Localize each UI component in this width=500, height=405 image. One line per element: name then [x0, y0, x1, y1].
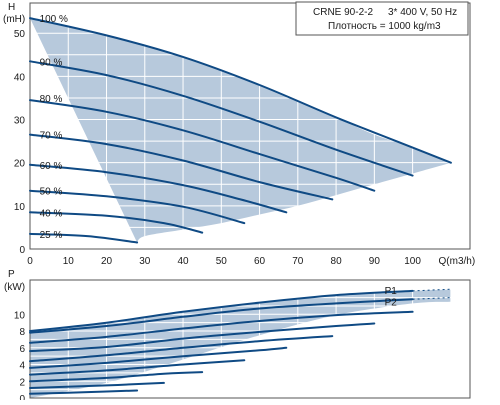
curve-tail-dotted [412, 297, 451, 300]
y-tick-label: 10 [14, 202, 26, 213]
curve-label: 60 % [40, 161, 63, 172]
performance-curve [29, 289, 414, 332]
performance-curve [29, 359, 246, 376]
x-tick-label: 0 [27, 256, 33, 267]
performance-curve [29, 232, 139, 244]
x-tick-label: 90 [369, 256, 381, 267]
x-tick-label: 10 [63, 256, 75, 267]
curve-label: 90 % [40, 57, 63, 68]
x-tick-label: 60 [254, 256, 266, 267]
curve-label: 100 % [40, 14, 68, 25]
x-tick-label: 40 [177, 256, 189, 267]
performance-curve [29, 17, 452, 164]
curve-label: 70 % [40, 131, 63, 142]
performance-curve [29, 335, 334, 363]
y-tick-label: 30 [14, 116, 26, 127]
fluid-density: Плотность = 1000 kg/m3 [328, 21, 441, 32]
curve-label: 80 % [40, 94, 63, 105]
x-tick-label: 20 [101, 256, 113, 267]
performance-curve [29, 211, 204, 234]
y-axis-unit: (mH) [3, 14, 25, 25]
y-axis-unit: (kW) [4, 282, 25, 293]
y-tick-label: 8 [19, 327, 25, 338]
performance-curve [29, 99, 376, 192]
power-supply: 3* 400 V, 50 Hz [388, 7, 457, 18]
performance-curve [29, 381, 165, 389]
x-axis-label: Q(m3/h) [439, 256, 476, 267]
curve-label: 50 % [40, 187, 63, 198]
y-tick-label: 0 [19, 394, 25, 400]
info-box-frame [295, 1, 469, 36]
pump-model: CRNE 90-2-2 [313, 7, 373, 18]
info-box: CRNE 90-2-2 3* 400 V, 50 Hz Плотность = … [295, 1, 469, 36]
performance-curve [29, 371, 204, 383]
x-tick-label: 30 [139, 256, 151, 267]
x-tick-label: 100 [404, 256, 421, 267]
y-tick-label: 6 [19, 344, 25, 355]
curve-label: 40 % [40, 208, 63, 219]
performance-curve [29, 389, 139, 395]
y-tick-label: 2 [19, 377, 25, 388]
y-tick-label: 0 [19, 245, 25, 256]
operating-area [30, 18, 451, 243]
curve-label: 25 % [40, 230, 63, 241]
x-tick-label: 70 [292, 256, 304, 267]
y-axis-symbol: P [8, 269, 15, 280]
x-tick-label: 80 [331, 256, 343, 267]
plot-frame [29, 2, 471, 250]
y-tick-label: 20 [14, 159, 26, 170]
plot-frame [29, 279, 471, 399]
performance-curve [29, 133, 334, 201]
performance-curve [29, 298, 414, 334]
performance-curve [29, 346, 288, 369]
power-curve-label: P2 [385, 298, 398, 309]
y-tick-label: 10 [14, 310, 26, 321]
curve-tail-dotted [412, 288, 451, 292]
y-tick-label: 50 [14, 29, 26, 40]
x-tick-label: 50 [216, 256, 228, 267]
performance-curve [29, 310, 414, 344]
power-curve-label: P1 [385, 286, 398, 297]
performance-curve [29, 189, 246, 225]
performance-curve [29, 163, 288, 214]
performance-curve [29, 60, 414, 177]
y-axis-symbol: H [8, 2, 15, 13]
y-tick-label: 4 [19, 361, 25, 372]
y-tick-label: 40 [14, 72, 26, 83]
performance-curve [29, 322, 376, 353]
head-curve-plot: 100 % 90 % 80 % 70 % 60 % 50 % 40 % 25 % 0 10 20 30… [3, 2, 475, 267]
operating-area [30, 289, 451, 398]
